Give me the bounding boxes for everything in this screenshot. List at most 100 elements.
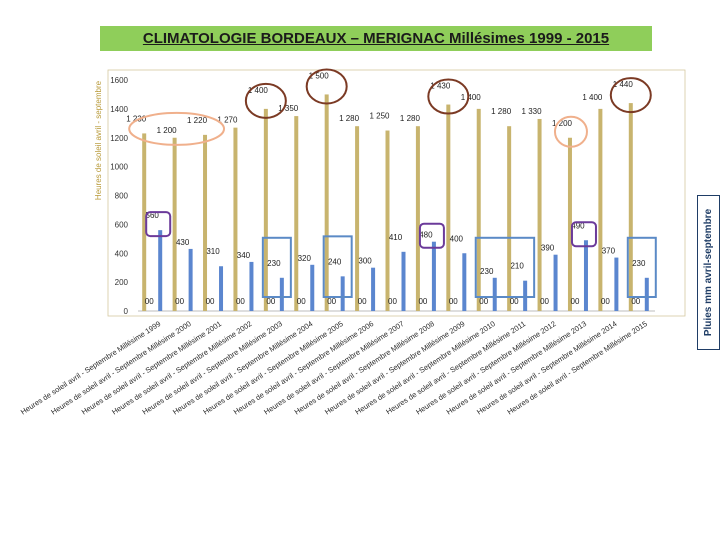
rain-data-label: 340: [237, 251, 251, 260]
sun-data-label: 1 500: [309, 71, 330, 80]
y-tick-label: 600: [115, 220, 129, 229]
sun-data-label: 1 400: [248, 86, 269, 95]
baseline-marker: 00: [175, 297, 184, 306]
baseline-marker: 00: [540, 297, 549, 306]
sun-bar: [507, 126, 512, 311]
rain-bar: [219, 266, 224, 311]
rain-bar: [188, 248, 193, 311]
sun-bar: [628, 103, 633, 311]
baseline-marker: 00: [297, 297, 306, 306]
sun-data-label: 1 330: [522, 107, 543, 116]
rain-bar: [523, 280, 528, 311]
baseline-marker: 00: [236, 297, 245, 306]
y-tick-label: 1600: [110, 76, 128, 85]
sun-data-label: 1 270: [217, 116, 238, 125]
plot-frame: [107, 69, 686, 317]
high-sun-circle: [609, 77, 652, 114]
rain-bar: [371, 267, 376, 311]
sun-data-label: 1 200: [157, 126, 178, 135]
high-sun-circle: [427, 78, 470, 115]
chart-title: CLIMATOLOGIE BORDEAUX – MERIGNAC Millési…: [142, 30, 610, 47]
sun-bar: [476, 108, 481, 311]
baseline-marker: 00: [266, 297, 275, 306]
sun-bar: [324, 94, 329, 311]
high-sun-circle: [244, 82, 287, 119]
sun-bar: [263, 108, 268, 311]
rain-bar: [279, 277, 284, 311]
baseline-marker: 00: [358, 297, 367, 306]
baseline-marker: 00: [601, 297, 610, 306]
rain-bar: [462, 253, 467, 311]
rain-data-label: 300: [358, 257, 372, 266]
sun-data-label: 1 250: [369, 112, 390, 121]
rain-data-label: 490: [571, 221, 585, 230]
rain-bar: [553, 254, 558, 311]
y-tick-label: 800: [115, 192, 129, 201]
sun-data-label: 1 280: [400, 114, 421, 123]
y-tick-label: 200: [115, 278, 129, 287]
sun-data-label: 1 400: [582, 93, 603, 102]
sun-data-label: 1 400: [461, 93, 482, 102]
rain-bar: [583, 240, 588, 311]
rain-bar: [644, 277, 649, 311]
y-tick-label: 1000: [110, 163, 128, 172]
low-sun-circle: [553, 115, 588, 148]
sun-bar: [203, 134, 208, 311]
rain-data-label: 240: [328, 257, 342, 266]
baseline-marker: 00: [327, 297, 336, 306]
sun-bar: [537, 118, 542, 311]
sun-data-label: 1 200: [552, 119, 573, 128]
rain-data-label: 390: [541, 244, 555, 253]
baseline-marker: 00: [479, 297, 488, 306]
rain-bar: [492, 277, 497, 311]
rain-bar: [310, 264, 315, 311]
rain-axis-label: Pluies mm avril-septembre: [703, 208, 714, 337]
low-sun-circle: [128, 111, 226, 146]
sun-data-label: 1 430: [430, 82, 451, 91]
sun-bar: [172, 137, 177, 311]
sun-bar: [355, 126, 360, 311]
rain-data-label: 320: [298, 254, 312, 263]
baseline-marker: 00: [145, 297, 154, 306]
rain-data-label: 230: [480, 267, 494, 276]
sun-bar: [415, 126, 420, 311]
category-label: Heures de soleil avril - Septembre Millé…: [475, 319, 618, 416]
sun-data-label: 1 280: [339, 114, 360, 123]
sun-bar: [598, 108, 603, 311]
y-tick-label: 0: [124, 307, 129, 316]
baseline-marker: 00: [631, 297, 640, 306]
sun-bar: [294, 116, 299, 311]
rain-data-label: 560: [146, 211, 160, 220]
y-tick-label: 400: [115, 249, 129, 258]
rain-data-label: 430: [176, 238, 190, 247]
rain-data-label: 400: [450, 234, 464, 243]
high-rain-box: [145, 211, 172, 238]
rain-bar: [401, 251, 406, 311]
low-rain-box: [322, 235, 353, 299]
y-tick-label: 1200: [110, 134, 128, 143]
baseline-marker: 00: [571, 297, 580, 306]
rain-bar: [249, 261, 254, 311]
rain-data-label: 230: [267, 259, 281, 268]
rain-data-label: 410: [389, 233, 403, 242]
baseline-marker: 00: [418, 297, 427, 306]
rain-data-label: 480: [419, 231, 433, 240]
rain-data-label: 210: [510, 262, 524, 271]
sun-data-label: 1 280: [491, 107, 512, 116]
high-sun-circle: [305, 68, 348, 105]
rain-bar: [614, 257, 619, 311]
low-rain-box: [261, 236, 292, 298]
y-tick-label: 1400: [110, 105, 128, 114]
rain-data-label: 310: [206, 247, 220, 256]
rain-bar: [158, 230, 163, 311]
low-rain-box: [626, 236, 657, 298]
sun-data-label: 1 350: [278, 104, 299, 113]
baseline-marker: 00: [206, 297, 215, 306]
baseline-marker: 00: [388, 297, 397, 306]
sun-data-label: 1 220: [187, 116, 208, 125]
sun-data-label: 1 440: [613, 80, 634, 89]
sun-data-label: 1 230: [126, 114, 147, 123]
rain-data-label: 370: [602, 247, 616, 256]
y-axis-title: Heures de soleil avril - septembre: [94, 80, 103, 200]
